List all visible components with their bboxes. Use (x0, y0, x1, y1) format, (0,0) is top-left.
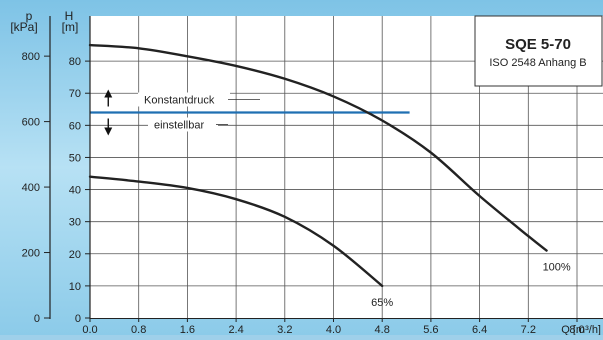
x-tick-label: 1.6 (180, 324, 195, 335)
h-axis-unit: [m] (62, 20, 79, 34)
h-tick-label: 50 (69, 152, 81, 164)
p-tick-label: 800 (22, 51, 40, 63)
x-tick-label: 7.2 (521, 324, 536, 335)
p-tick-label: 200 (22, 248, 40, 260)
p-axis-unit: [kPa] (10, 20, 37, 34)
chart-title: SQE 5-70 (505, 36, 571, 53)
axis-ticks: 0.0 0.8 1.6 2.4 3.2 4.0 4.8 5.6 6.4 7.2 8.0Q [m³/h… (22, 51, 601, 336)
x-tick-label: 8.0 (569, 324, 584, 335)
h-tick-label: 70 (69, 88, 81, 100)
curve-label-100-percent: 100% (543, 262, 571, 274)
h-axis-symbol: H (65, 9, 74, 23)
arrow-down-icon (104, 127, 113, 136)
curve-label-65-percent: 65% (371, 297, 393, 309)
x-tick-label: 5.6 (423, 324, 438, 335)
x-tick-label: 4.8 (375, 324, 390, 335)
p-tick-label: 0 (34, 313, 40, 325)
h-tick-label: 0 (75, 313, 81, 325)
x-tick-label: 0.0 (82, 324, 97, 335)
x-tick-label: 4.0 (326, 324, 341, 335)
curve-65-percent (88, 175, 384, 288)
curve-100-percent (88, 43, 548, 252)
x-tick-label: 6.4 (472, 324, 487, 335)
p-tick-label: 600 (22, 117, 40, 129)
h-tick-label: 10 (69, 281, 81, 293)
constant-label-top: Konstantdruck (144, 94, 215, 106)
h-tick-label: 40 (69, 185, 81, 197)
title-box: SQE 5-70 ISO 2548 Anhang B (474, 15, 603, 87)
x-tick-label: 2.4 (228, 324, 243, 335)
x-tick-label: 3.2 (277, 324, 292, 335)
x-axis-label: Q [m³/h] (561, 324, 601, 335)
chart-subtitle: ISO 2548 Anhang B (489, 57, 586, 69)
grid-lines (90, 16, 603, 318)
h-tick-label: 30 (69, 217, 81, 229)
constant-label-top-bg (138, 92, 230, 107)
constant-label-bottom-bg (148, 117, 218, 132)
h-tick-label: 60 (69, 120, 81, 132)
x-tick-label: 0.8 (131, 324, 146, 335)
h-tick-label: 80 (69, 56, 81, 68)
constant-pressure-group: Konstantdruck einstellbar (90, 89, 410, 136)
curves: 100% 65% (88, 43, 571, 309)
p-axis-symbol: p (26, 9, 33, 23)
arrow-up-icon (104, 89, 113, 98)
p-tick-label: 400 (22, 182, 40, 194)
h-tick-label: 20 (69, 249, 81, 261)
constant-label-bottom: einstellbar (154, 119, 204, 131)
title-box-frame (474, 15, 603, 87)
